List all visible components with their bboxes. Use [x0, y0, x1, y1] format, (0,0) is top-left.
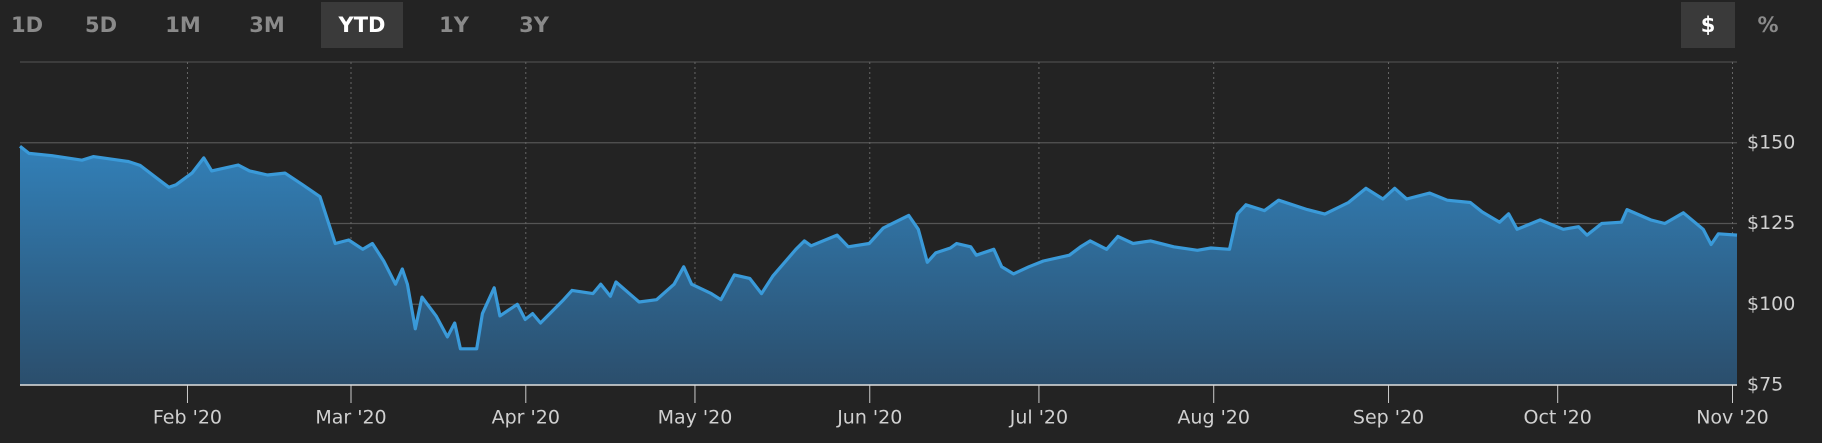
x-tick-label: Jun '20: [836, 407, 902, 429]
range-button[interactable]: 1M: [165, 13, 201, 37]
y-tick-label: $100: [1747, 293, 1795, 315]
range-button[interactable]: 3Y: [519, 13, 549, 37]
range-button[interactable]: 1D: [10, 13, 44, 37]
range-button[interactable]: YTD: [321, 2, 403, 48]
area-fill: [20, 146, 1737, 385]
y-tick-label: $125: [1747, 212, 1795, 234]
x-tick-label: Oct '20: [1524, 407, 1592, 429]
x-tick-label: May '20: [658, 407, 733, 429]
unit-button[interactable]: %: [1757, 13, 1779, 37]
x-tick-label: Nov '20: [1696, 407, 1769, 429]
y-tick-label: $150: [1747, 131, 1795, 153]
x-tick-label: Apr '20: [492, 407, 560, 429]
range-button[interactable]: 1Y: [439, 13, 469, 37]
y-tick-label: $75: [1747, 374, 1783, 396]
x-tick-label: Aug '20: [1177, 407, 1250, 429]
x-tick-label: Sep '20: [1353, 407, 1424, 429]
x-tick-label: Jul '20: [1009, 407, 1068, 429]
x-tick-label: Feb '20: [153, 407, 222, 429]
range-button[interactable]: 5D: [84, 13, 118, 37]
unit-button[interactable]: $: [1681, 2, 1735, 48]
range-button[interactable]: 3M: [249, 13, 285, 37]
x-tick-label: Mar '20: [315, 407, 386, 429]
price-line: [19, 145, 1738, 351]
